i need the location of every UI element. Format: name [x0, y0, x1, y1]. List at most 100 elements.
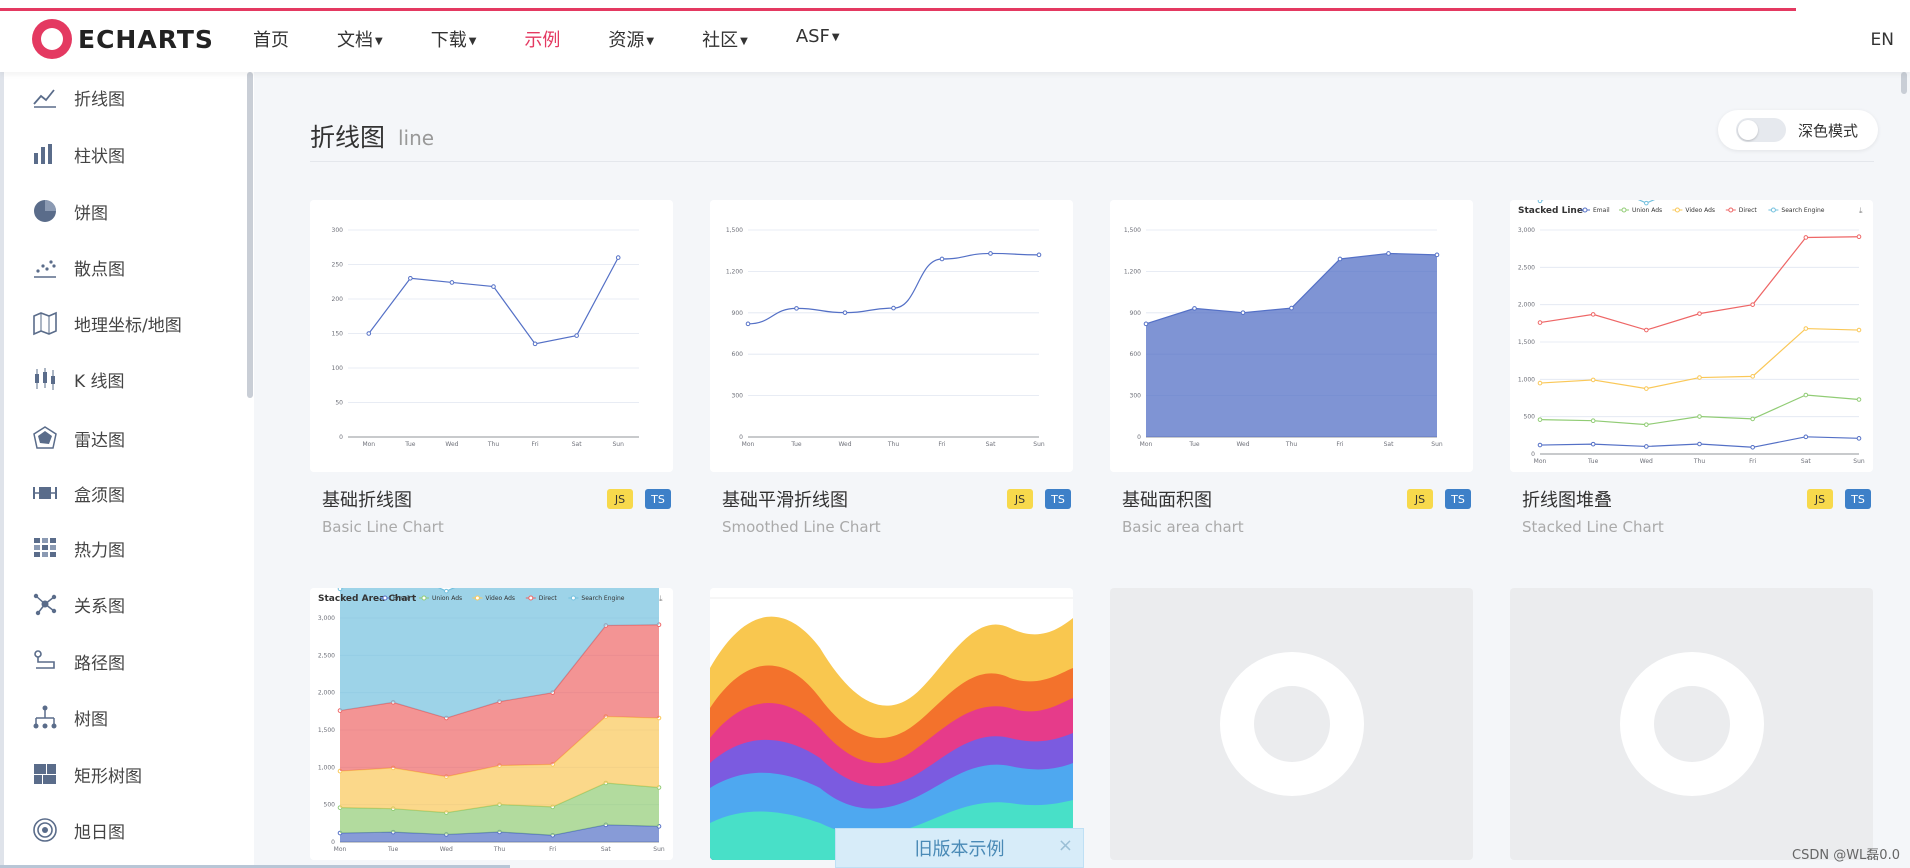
ts-badge[interactable]: TS — [645, 489, 671, 509]
x-tick-label: Sat — [601, 846, 611, 853]
card-title[interactable]: 基础折线图 — [322, 490, 412, 511]
sidebar-item-2[interactable]: 饼图 — [32, 196, 108, 226]
nav-item-2[interactable]: 下载 ▼ — [431, 26, 477, 52]
sidebar-item-label: 饼图 — [74, 203, 108, 224]
nav-item-0[interactable]: 首页 — [253, 26, 289, 52]
dark-mode-switch[interactable] — [1736, 118, 1786, 142]
example-card-basic-line[interactable]: 0 50 100 150 200 250 300 Mon Tue Wed Thu Fri Sat Sun — [310, 200, 673, 472]
data-point — [491, 284, 496, 289]
js-badge[interactable]: JS — [1407, 489, 1433, 509]
data-point — [1750, 302, 1755, 307]
ts-badge[interactable]: TS — [1045, 489, 1071, 509]
legend-marker — [1582, 207, 1588, 213]
dark-mode-toggle[interactable]: 深色模式 — [1718, 110, 1878, 150]
nav-item-4[interactable]: 资源 ▼ — [608, 26, 654, 52]
sidebar-item-label: 矩形树图 — [74, 766, 142, 787]
ts-badge[interactable]: TS — [1445, 489, 1471, 509]
page-title: 折线图 — [310, 123, 386, 152]
echarts-logo-icon — [32, 19, 72, 59]
echarts-logo[interactable]: ECHARTS — [32, 19, 214, 59]
x-tick-label: Tue — [1587, 458, 1599, 465]
x-tick-label: Thu — [887, 441, 899, 448]
data-point — [1697, 311, 1702, 316]
area-fill — [340, 588, 659, 719]
legend-label: Direct — [539, 595, 558, 602]
sidebar-item-13[interactable]: 旭日图 — [32, 815, 125, 845]
lines-icon — [34, 650, 55, 669]
y-tick-label: 0 — [1531, 451, 1535, 458]
sidebar-item-11[interactable]: 树图 — [32, 702, 108, 732]
sidebar-item-0[interactable]: 折线图 — [32, 82, 125, 112]
nav-item-label: 社区 — [702, 30, 739, 51]
watermark: CSDN @WL磊0.0 — [1792, 848, 1900, 863]
sidebar-item-label: 散点图 — [74, 259, 125, 280]
x-tick-label: Tue — [404, 441, 416, 448]
x-tick-label: Sun — [653, 846, 665, 853]
sidebar-item-8[interactable]: 热力图 — [32, 533, 125, 563]
sidebar-item-5[interactable]: K 线图 — [32, 364, 125, 394]
data-point — [1537, 200, 1543, 204]
sidebar-item-6[interactable]: 雷达图 — [32, 423, 125, 453]
heatmap-icon — [34, 538, 56, 557]
sidebar-item-label: 路径图 — [74, 653, 125, 674]
sidebar-item-label: 树图 — [74, 709, 108, 730]
close-icon[interactable]: × — [1057, 835, 1073, 856]
y-tick-label: 150 — [332, 331, 344, 338]
sidebar: 折线图柱状图饼图散点图地理坐标/地图 K 线图雷达图盒须图热力图关系图路径图树图矩… — [0, 72, 254, 868]
data-point — [1644, 327, 1649, 333]
y-tick-label: 50 — [335, 400, 343, 407]
js-badge[interactable]: JS — [1807, 489, 1833, 509]
js-badge[interactable]: JS — [607, 489, 633, 509]
y-tick-label: 1,000 — [318, 764, 335, 771]
x-tick-label: Mon — [1140, 441, 1153, 448]
chevron-down-icon: ▼ — [646, 35, 655, 47]
radar-icon — [33, 426, 57, 449]
treemap-icon — [34, 764, 56, 784]
data-point — [1590, 441, 1596, 447]
card-title[interactable]: 基础面积图 — [1122, 490, 1212, 511]
example-card-basic-area[interactable]: 0 300 600 900 1,200 1,500 Mon Tue Wed Thu Fri Sat Su… — [1110, 200, 1473, 472]
example-card-stacked-line[interactable]: 0 500 1,000 1,500 2,000 2,500 3,000 Mon Tue Wed Th… — [1510, 200, 1873, 472]
card-title[interactable]: 折线图堆叠 — [1522, 490, 1612, 511]
title-divider — [310, 161, 1874, 162]
sidebar-item-7[interactable]: 盒须图 — [32, 478, 125, 508]
example-card-smoothed-line[interactable]: 0 300 600 900 1,200 1,500 Mon Tue Wed Thu Fri Sat Su… — [710, 200, 1073, 472]
example-card-gradient-waves[interactable] — [710, 588, 1073, 860]
sidebar-item-label: 折线图 — [74, 89, 125, 110]
data-point — [408, 276, 413, 281]
legend-label: Video Ads — [1685, 207, 1715, 214]
sidebar-item-1[interactable]: 柱状图 — [32, 139, 125, 169]
x-tick-label: Fri — [1749, 458, 1756, 465]
y-tick-label: 3,000 — [1518, 227, 1535, 234]
nav-item-5[interactable]: 社区 ▼ — [702, 26, 748, 52]
old-version-examples-banner[interactable]: 旧版本示例 × — [835, 828, 1084, 868]
js-badge[interactable]: JS — [1007, 489, 1033, 509]
sidebar-item-9[interactable]: 关系图 — [32, 589, 125, 619]
sidebar-item-10[interactable]: 路径图 — [32, 646, 125, 676]
nav-item-3[interactable]: 示例 — [524, 26, 560, 52]
nav-item-1[interactable]: 文档 ▼ — [337, 26, 383, 52]
ts-badge[interactable]: TS — [1845, 489, 1871, 509]
x-tick-label: Sun — [1853, 458, 1865, 465]
sidebar-item-12[interactable]: 矩形树图 — [32, 759, 142, 789]
loading-placeholder — [1110, 588, 1473, 860]
page-scrollbar[interactable] — [1901, 72, 1907, 94]
nav-item-6[interactable]: ASF ▼ — [796, 26, 840, 52]
sidebar-item-4[interactable]: 地理坐标/地图 — [32, 308, 182, 338]
data-point — [1590, 312, 1596, 317]
data-point — [1644, 200, 1649, 206]
data-point — [1803, 434, 1809, 440]
legend-label: Direct — [1739, 207, 1758, 214]
language-switch[interactable]: EN — [1870, 30, 1894, 50]
card-title[interactable]: 基础平滑折线图 — [722, 490, 848, 511]
sidebar-item-3[interactable]: 散点图 — [32, 252, 125, 282]
sidebar-scrollbar[interactable] — [247, 72, 253, 398]
nav-item-label: 首页 — [253, 30, 289, 51]
example-card-stacked-area[interactable]: 0 500 1,000 1,500 2,000 2,500 3,000 Mon Tue Wed Th… — [310, 588, 673, 860]
bottom-scrollbar[interactable] — [0, 865, 510, 868]
old-version-label[interactable]: 旧版本示例 — [914, 839, 1005, 860]
data-point — [444, 588, 449, 594]
data-point — [1192, 306, 1197, 311]
data-point — [615, 255, 621, 260]
data-point — [891, 305, 896, 311]
